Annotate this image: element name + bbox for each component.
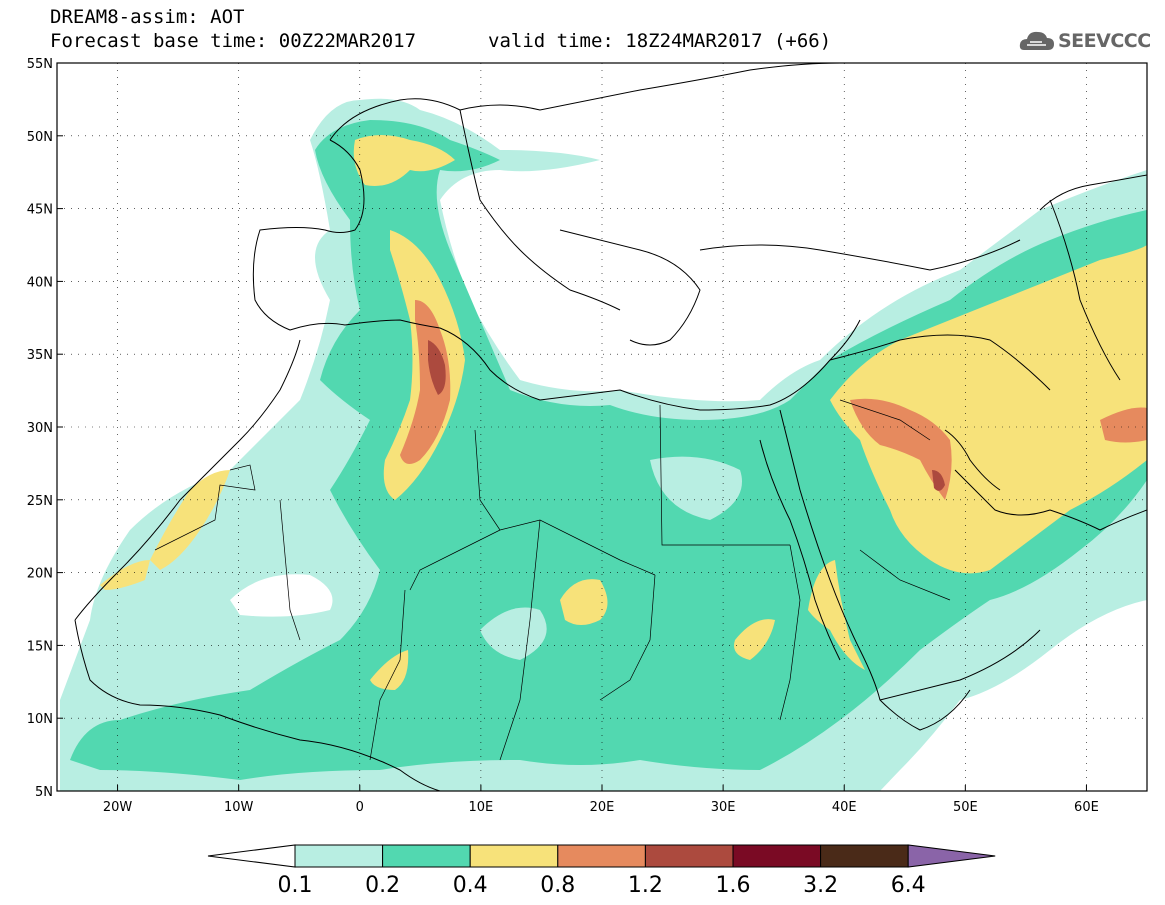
colorbar-label: 0.1 (277, 873, 313, 898)
colorbar-over-triangle (907, 844, 996, 868)
lon-label: 30E (711, 800, 736, 815)
aot-band-1.2 (428, 340, 446, 395)
lat-label: 5N (35, 785, 53, 800)
cloud-logo-icon (1019, 31, 1054, 50)
lat-label: 15N (27, 639, 53, 654)
graticule (57, 63, 1147, 791)
colorbar-segment (469, 844, 559, 868)
lon-label: 0 (356, 800, 364, 815)
map-title: DREAM8-assim: AOT (50, 6, 245, 28)
lat-label: 40N (27, 275, 53, 290)
aot-band-0.8 (400, 300, 451, 464)
lon-label: 20E (590, 800, 615, 815)
lon-label: 20W (103, 800, 133, 815)
lon-label: 10W (224, 800, 254, 815)
colorbar-label: 0.2 (365, 873, 401, 898)
colorbar-segment (820, 844, 909, 868)
lat-label: 20N (27, 567, 53, 582)
valid-time: valid time: 18Z24MAR2017 (+66) (488, 30, 832, 52)
lon-label: 60E (1074, 800, 1099, 815)
colorbar-label: 3.2 (803, 873, 839, 898)
lat-label: 55N (27, 57, 53, 72)
colorbar-label: 0.8 (540, 873, 576, 898)
logo-text: SEEVCCC (1058, 30, 1151, 52)
colorbar-label: 0.4 (452, 873, 488, 898)
forecast-base-time: Forecast base time: 00Z22MAR2017 (50, 30, 417, 52)
lat-label: 50N (27, 130, 53, 145)
country-borders (154, 399, 951, 761)
lat-label: 25N (27, 494, 53, 509)
lon-label: 10E (469, 800, 494, 815)
colorbar-segment (294, 844, 384, 868)
aot-band-0.4 (353, 135, 455, 186)
colorbar-label: 1.6 (715, 873, 751, 898)
colorbar (207, 844, 996, 868)
lat-label: 10N (27, 712, 53, 727)
lat-label: 30N (27, 421, 53, 436)
colorbar-segment (382, 844, 471, 868)
colorbar-segment (732, 844, 822, 868)
lat-label: 35N (27, 348, 53, 363)
lon-label: 40E (832, 800, 857, 815)
colorbar-segment (644, 844, 734, 868)
lon-label: 50E (953, 800, 978, 815)
lat-label: 45N (27, 203, 53, 218)
coastlines (74, 63, 1147, 791)
colorbar-under-triangle (207, 844, 296, 868)
aot-band-0.2 (70, 120, 1147, 780)
colorbar-label: 1.2 (627, 873, 663, 898)
colorbar-segment (557, 844, 646, 868)
colorbar-label: 6.4 (890, 873, 926, 898)
